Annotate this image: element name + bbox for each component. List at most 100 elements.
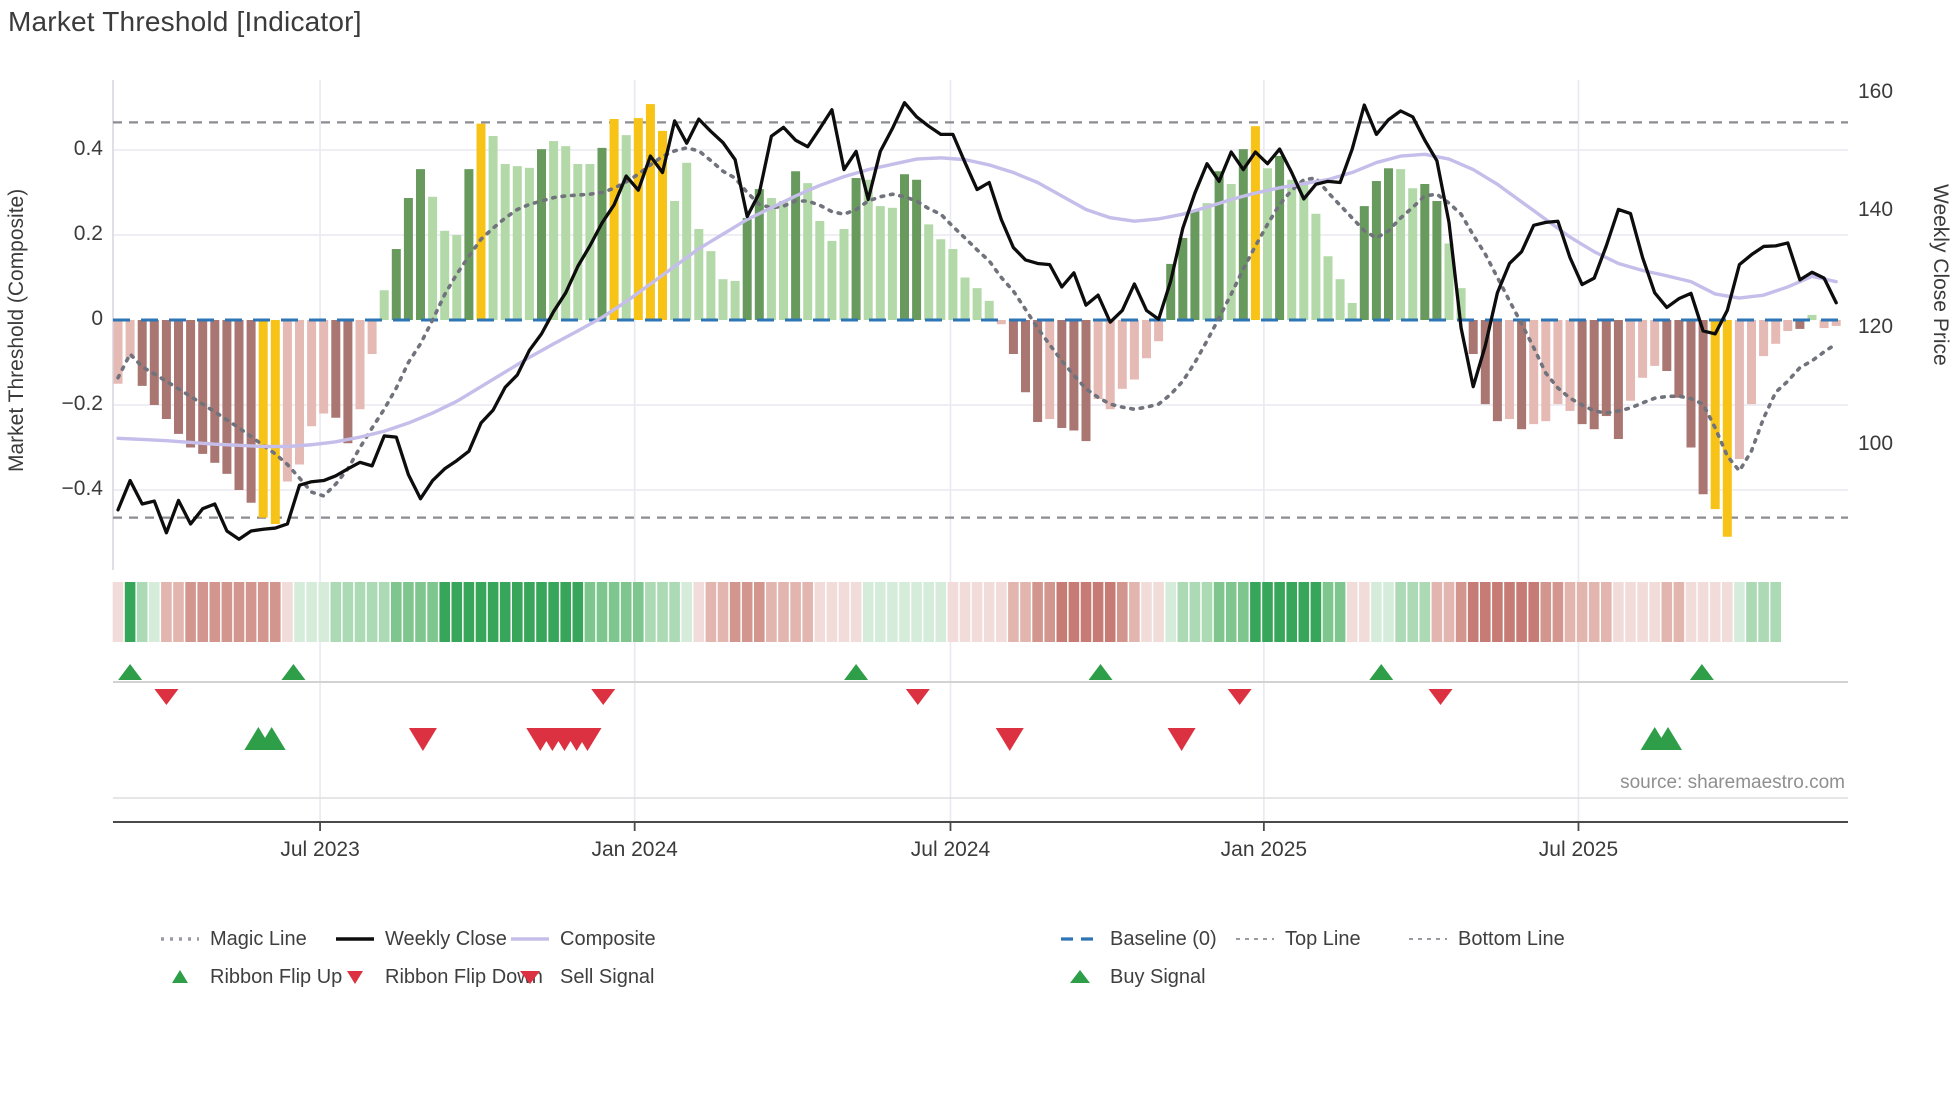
threshold-bar (1819, 320, 1829, 329)
green-up-triangle-icon (1060, 967, 1100, 987)
threshold-bar (827, 240, 837, 320)
ribbon-cell (1504, 582, 1515, 642)
ribbon-cell (741, 582, 753, 642)
threshold-bar (1541, 320, 1551, 422)
ribbon-cell (1153, 582, 1164, 642)
ribbon-cell (149, 582, 160, 642)
threshold-bar (875, 206, 885, 320)
threshold-bar (1384, 168, 1393, 320)
ribbon-cell (487, 582, 499, 642)
ribbon-cell (923, 582, 934, 642)
ribbon-cell (814, 582, 826, 642)
threshold-bar (1287, 179, 1297, 320)
ribbon-cell (1080, 582, 1092, 642)
ribbon-cell (717, 582, 729, 642)
ribbon-cell (294, 582, 305, 642)
threshold-bar (452, 235, 462, 320)
threshold-bar (403, 198, 413, 320)
ribbon-cell (778, 582, 789, 642)
dashed-blue-line-icon (1060, 929, 1100, 949)
ribbon-cell (1709, 582, 1721, 642)
ribbon-cell (1383, 582, 1394, 642)
x-tick-label: Jul 2023 (280, 838, 360, 861)
threshold-bar (210, 320, 220, 463)
ribbon-cell (1225, 582, 1237, 642)
threshold-bar (1359, 206, 1369, 320)
dashed-gray-line-icon (1235, 929, 1275, 949)
threshold-bar (198, 320, 208, 454)
right-tick-label: 160 (1858, 80, 1894, 104)
threshold-bar (1238, 149, 1248, 320)
threshold-bar (1747, 320, 1756, 405)
threshold-bar (1214, 171, 1224, 320)
ribbon-cell (391, 582, 402, 642)
threshold-bar (1432, 201, 1442, 320)
threshold-bar (1263, 168, 1272, 320)
threshold-bar (1057, 320, 1067, 428)
ribbon-cell (620, 582, 632, 642)
threshold-bar (1105, 320, 1115, 410)
ribbon-cell (887, 582, 898, 642)
legend-label: Buy Signal (1110, 965, 1206, 988)
legend-label: Ribbon Flip Up (210, 965, 343, 988)
left-tick-label: 0.4 (73, 137, 103, 160)
ribbon-flip-down-marker (591, 689, 616, 705)
ribbon-cell (282, 582, 293, 642)
ribbon-cell (1359, 582, 1370, 642)
ribbon-cell (548, 582, 559, 642)
legend-label: Composite (560, 927, 656, 950)
threshold-bar (161, 320, 171, 420)
right-tick-label: 100 (1858, 432, 1894, 456)
threshold-bar (1662, 320, 1672, 371)
dashed-gray-line-icon (1408, 929, 1448, 949)
ribbon-cell (754, 582, 765, 642)
ribbon-cell (1697, 582, 1709, 642)
ribbon-cell (1044, 582, 1055, 642)
ribbon-cell (1020, 582, 1031, 642)
ribbon-cell (1480, 582, 1491, 642)
ribbon-cell (1238, 582, 1249, 642)
legend-label: Magic Line (210, 927, 307, 950)
ribbon-cell (633, 582, 644, 642)
ribbon-cell (669, 582, 680, 642)
threshold-bar (960, 277, 970, 320)
ribbon-cell (245, 582, 257, 642)
ribbon-cell (197, 582, 208, 642)
threshold-bar (1420, 184, 1430, 320)
ribbon-cell (378, 582, 390, 642)
threshold-bar (754, 189, 764, 320)
threshold-bar (1166, 263, 1176, 320)
threshold-bar (186, 320, 196, 448)
ribbon-cell (1492, 582, 1503, 642)
ribbon-cell (1189, 582, 1201, 642)
ribbon-flip-up-marker (844, 664, 869, 680)
ribbon-cell (681, 582, 692, 642)
threshold-bar (1795, 320, 1805, 329)
right-tick-label: 120 (1858, 315, 1894, 338)
ribbon-cell (1746, 582, 1757, 642)
ribbon-cell (1032, 582, 1043, 642)
ribbon-cell (1649, 582, 1660, 642)
legend-item-bottom-line: Bottom Line (1408, 926, 1565, 952)
threshold-bar (948, 249, 958, 320)
threshold-bar (1674, 320, 1684, 398)
left-tick-label: −0.4 (61, 477, 103, 500)
ribbon-cell (693, 582, 705, 642)
ribbon-cell (1576, 582, 1588, 642)
threshold-bar (512, 166, 522, 320)
threshold-bar (1553, 320, 1563, 405)
ribbon-cell (1528, 582, 1539, 642)
ribbon-cell (257, 582, 269, 642)
threshold-bar (1117, 320, 1127, 389)
threshold-bar (972, 288, 982, 320)
ribbon-cell (1371, 582, 1382, 642)
threshold-bar (645, 104, 655, 320)
legend-label: Top Line (1285, 927, 1361, 950)
ribbon-cell (270, 582, 281, 642)
legend-item-composite: Composite (510, 926, 656, 952)
threshold-bar (537, 149, 546, 320)
threshold-bar (1831, 320, 1841, 326)
threshold-bar (1456, 288, 1466, 320)
threshold-bar (658, 130, 667, 320)
ribbon-cell (875, 582, 886, 642)
